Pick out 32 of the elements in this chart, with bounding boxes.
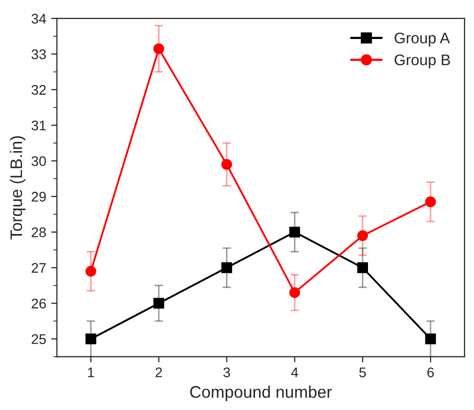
point [357, 230, 368, 242]
y-tick-label: 33 [32, 49, 46, 60]
x-axis-title: Compound number [190, 386, 332, 402]
x-tick-label: 3 [223, 367, 230, 378]
point [425, 196, 436, 208]
y-tick-label: 26 [32, 298, 46, 308]
x-tick-label: 4 [291, 368, 298, 378]
point [85, 334, 96, 344]
y-axis-title: Torque (LB.in) [10, 136, 26, 240]
point [221, 262, 232, 274]
legend-label: Group A [394, 32, 450, 46]
point [289, 226, 300, 238]
y-tick-label: 34 [32, 14, 46, 24]
y-tick-label: 27 [32, 263, 46, 273]
y-tick-label: 32 [32, 84, 46, 95]
point [153, 298, 164, 309]
x-tick-label: 5 [359, 368, 366, 378]
y-tick-label: 28 [32, 227, 46, 238]
point [357, 262, 368, 274]
point [425, 334, 436, 344]
point [85, 266, 96, 277]
y-tick-label: 30 [32, 156, 46, 166]
x-tick-label: 1 [88, 368, 94, 378]
y-tick-label: 31 [32, 120, 46, 130]
x-tick-label: 2 [156, 367, 162, 378]
point [221, 159, 232, 170]
legend-label: Group B [394, 54, 450, 68]
y-tick-label: 25 [32, 334, 46, 344]
y-tick-label: 29 [32, 192, 46, 202]
point [153, 43, 164, 54]
x-tick-label: 6 [427, 367, 434, 378]
point [289, 287, 300, 298]
